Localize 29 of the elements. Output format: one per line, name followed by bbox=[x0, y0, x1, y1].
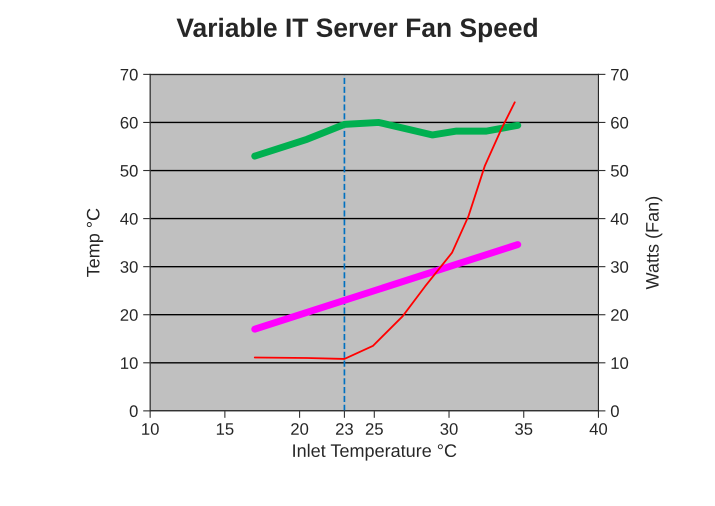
y2-tick-label: 0 bbox=[610, 405, 619, 418]
y2-tick-label: 40 bbox=[610, 212, 628, 225]
y-tick-label: 70 bbox=[120, 68, 138, 81]
y-axis-title: Temp °C bbox=[86, 208, 104, 277]
y2-tick-label: 50 bbox=[610, 164, 628, 177]
y2-axis-title: Watts (Fan) bbox=[645, 196, 662, 290]
y2-tick-label: 20 bbox=[611, 309, 628, 321]
y-tick-label: 20 bbox=[120, 309, 138, 321]
y-tick-label: 50 bbox=[120, 164, 138, 177]
x-tick-label: 30 bbox=[440, 423, 458, 435]
x-tick-label: 23 bbox=[336, 423, 353, 435]
y2-tick-label: 60 bbox=[611, 116, 628, 129]
x-tick-label: 15 bbox=[216, 423, 234, 435]
x-tick-label: 40 bbox=[590, 423, 608, 435]
y-tick-label: 60 bbox=[120, 116, 138, 129]
y-tick-label: 30 bbox=[120, 261, 138, 273]
y-tick-label: 40 bbox=[120, 212, 138, 225]
x-tick-label: 35 bbox=[515, 423, 532, 435]
y-tick-label: 10 bbox=[121, 357, 138, 370]
chart-title: Variable IT Server Fan Speed bbox=[176, 18, 537, 42]
x-tick-label: 10 bbox=[142, 423, 159, 435]
y2-tick-label: 70 bbox=[611, 68, 628, 81]
y2-tick-label: 30 bbox=[610, 261, 628, 273]
y-tick-label: 0 bbox=[130, 405, 138, 418]
line-series bbox=[254, 101, 516, 360]
x-tick-label: 25 bbox=[366, 423, 383, 435]
x-axis-title: Inlet Temperature °C bbox=[293, 444, 456, 461]
y2-tick-label: 10 bbox=[612, 357, 628, 370]
x-tick-label: 20 bbox=[291, 423, 308, 435]
